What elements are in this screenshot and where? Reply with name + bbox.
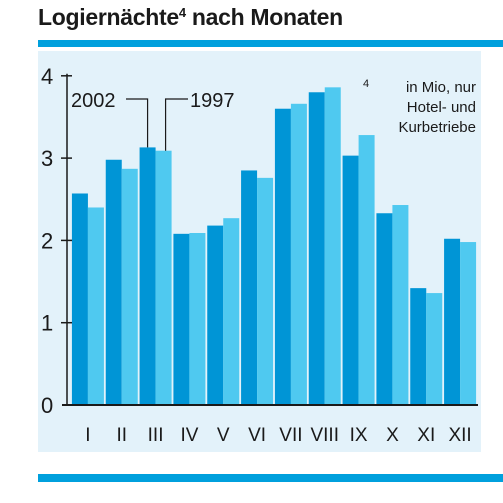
bar-1997-X <box>392 205 409 405</box>
title-footnote-mark: 4 <box>178 5 186 20</box>
legend-leader-2002 <box>126 98 149 148</box>
title-text: Logiernächte <box>38 4 179 30</box>
x-tick-label: XI <box>417 425 435 446</box>
bar-1997-V <box>223 218 240 405</box>
legend-label-1997: 1997 <box>190 90 235 112</box>
bar-1997-I <box>87 207 104 405</box>
x-tick-label: IX <box>350 425 368 446</box>
chart-title: Logiernächte4 nach Monaten <box>38 4 343 31</box>
y-tick-label: 4 <box>41 64 53 89</box>
bar-1997-VIII <box>324 87 341 405</box>
bar-1997-IX <box>358 135 375 406</box>
y-tick-label: 0 <box>41 393 53 418</box>
bar-1997-VII <box>290 103 307 406</box>
footnote-line: Hotel- und <box>407 99 476 116</box>
x-tick-label: I <box>85 425 90 446</box>
bar-2002-XII <box>444 238 461 405</box>
bar-2002-VII <box>274 108 291 406</box>
footnote-line: in Mio, nur <box>406 79 476 96</box>
y-tick-label: 3 <box>41 146 53 171</box>
top-rule <box>38 40 503 47</box>
bar-2002-IX <box>342 155 359 405</box>
x-tick-label: X <box>386 425 399 446</box>
x-tick-label: III <box>148 425 164 446</box>
bar-1997-VI <box>257 177 274 405</box>
bar-2002-II <box>105 159 122 405</box>
bottom-rule <box>38 474 503 482</box>
legend-leader-1997 <box>164 98 188 151</box>
bar-1997-XII <box>460 242 477 405</box>
bar-2002-IV <box>173 233 190 405</box>
bar-2002-X <box>376 213 393 405</box>
title-suffix: nach Monaten <box>185 4 343 30</box>
x-tick-label: VIII <box>310 425 339 446</box>
legend-label-2002: 2002 <box>71 90 116 112</box>
x-tick-label: V <box>217 425 230 446</box>
x-tick-label: XII <box>448 425 471 446</box>
footnote-line: Kurbetriebe <box>398 119 476 136</box>
bar-2002-VIII <box>308 92 325 405</box>
bar-1997-IV <box>189 232 206 405</box>
x-tick-label: VII <box>279 425 302 446</box>
bar-2002-III <box>139 147 156 405</box>
bar-1997-II <box>121 168 138 405</box>
x-tick-label: IV <box>180 425 198 446</box>
bar-2002-VI <box>241 170 258 405</box>
bar-2002-I <box>71 193 88 405</box>
bar-1997-XI <box>426 293 443 405</box>
footnote-mark: 4 <box>363 78 369 90</box>
bar-2002-V <box>207 225 224 405</box>
x-tick-label: VI <box>248 425 266 446</box>
bar-1997-III <box>155 150 172 405</box>
bar-2002-XI <box>410 288 427 405</box>
y-tick-label: 2 <box>41 228 53 253</box>
y-tick-label: 1 <box>41 311 53 336</box>
x-tick-label: II <box>116 425 127 446</box>
